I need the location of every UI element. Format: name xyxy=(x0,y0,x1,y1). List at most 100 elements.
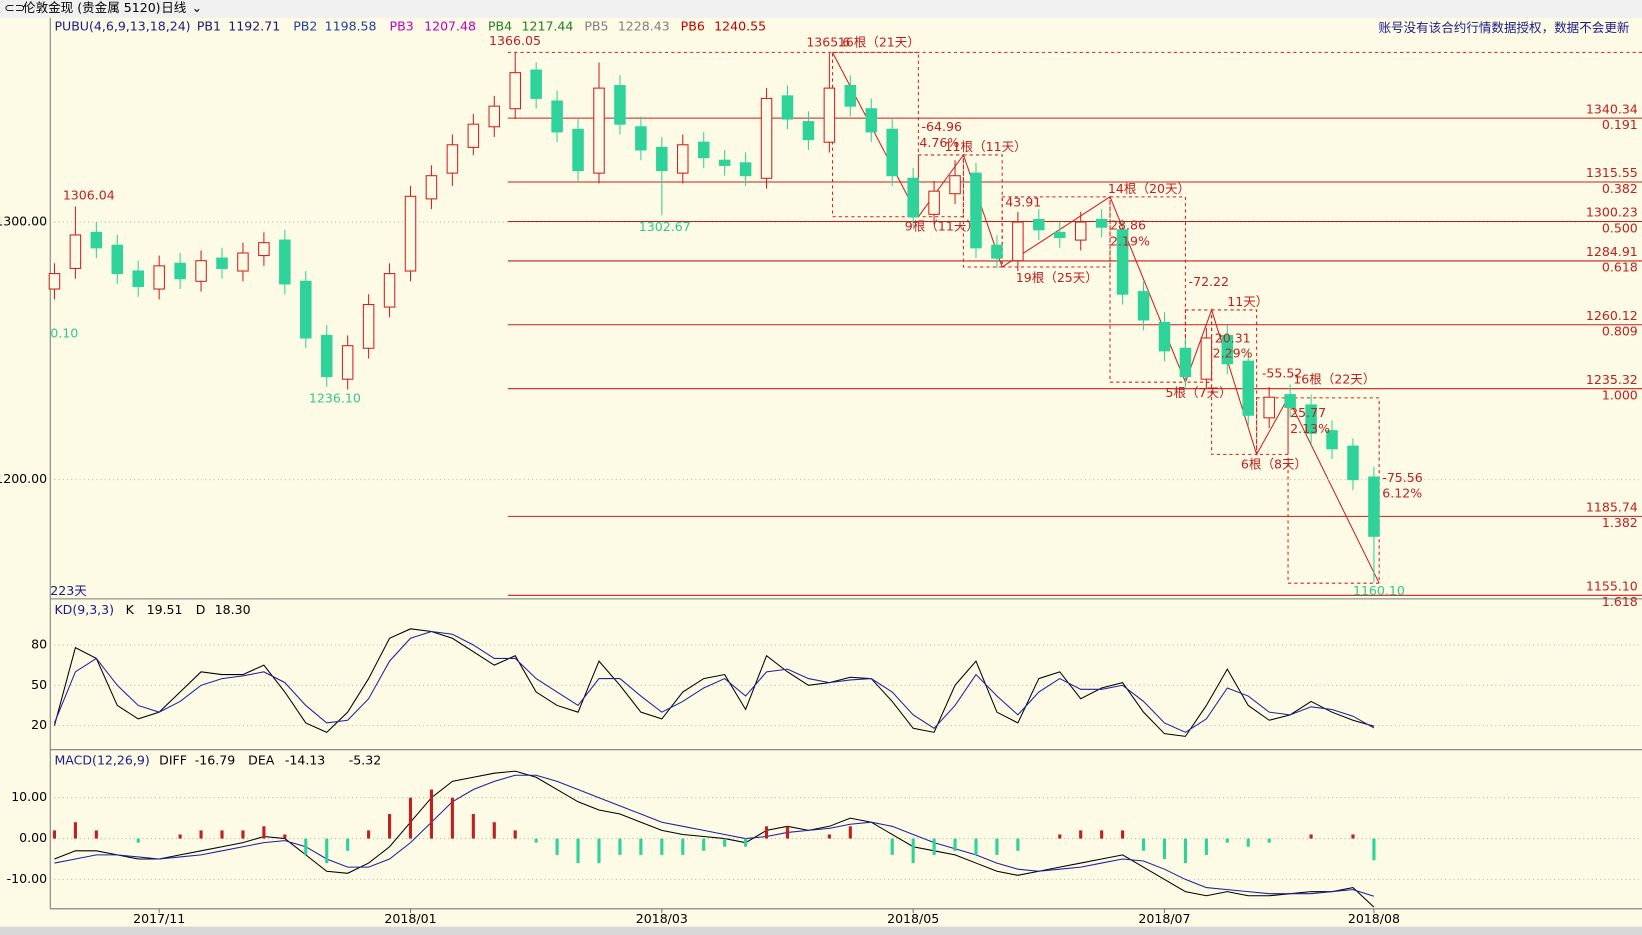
annotation: 6根（8天） xyxy=(1241,456,1307,471)
x-tick-label: 2018/07 xyxy=(1138,911,1190,926)
annotation: 16根（22天） xyxy=(1293,372,1375,387)
candle-body xyxy=(928,190,940,215)
y-tick-label: 1200.00 xyxy=(0,471,47,486)
annotation: 4.76% xyxy=(919,135,959,150)
level-ratio: 1.000 xyxy=(1602,387,1638,402)
legend-value: 1228.43 xyxy=(618,19,670,34)
candle-body xyxy=(195,260,207,282)
candle-body xyxy=(907,177,919,218)
candle-body xyxy=(216,257,228,269)
legend-name: K xyxy=(126,602,135,617)
x-tick-label: 2018/08 xyxy=(1348,911,1400,926)
annotation: 20.31 xyxy=(1215,331,1251,346)
level-ratio: 1.382 xyxy=(1602,515,1638,530)
legend-value: -5.32 xyxy=(349,753,381,768)
level-ratio: 0.809 xyxy=(1602,324,1638,339)
legend-name: DEA xyxy=(248,753,275,768)
candle-body xyxy=(383,273,396,308)
legend-name: PB6 xyxy=(681,19,705,34)
candle-body xyxy=(760,97,773,179)
candle-body xyxy=(174,262,186,280)
level-ratio: 0.191 xyxy=(1602,117,1638,132)
notice: 账号没有该合约行情数据授权，数据不会更新 xyxy=(1378,20,1629,35)
candle-body xyxy=(1263,396,1275,419)
candle-body xyxy=(886,128,898,177)
y-tick-label: 50 xyxy=(31,677,47,692)
annotation: -55.52 xyxy=(1262,365,1302,380)
legend-name: PB5 xyxy=(584,19,608,34)
legend-name: DIFF xyxy=(159,753,187,768)
annotation: 11天） xyxy=(1227,294,1268,309)
wave-box xyxy=(1001,196,1111,268)
legend-value: 1198.58 xyxy=(325,19,377,34)
level-ratio: 0.500 xyxy=(1602,220,1638,235)
level-ratio: 0.618 xyxy=(1602,260,1638,275)
candle-body xyxy=(551,100,563,133)
x-tick-label: 2018/03 xyxy=(636,911,688,926)
y-tick-label: 80 xyxy=(31,636,47,651)
instrument[interactable]: 伦敦金现 (贵金属 5120) xyxy=(23,0,161,15)
candle-body xyxy=(1242,360,1255,416)
wave-box xyxy=(1109,196,1186,383)
title-bar xyxy=(0,0,1642,18)
level-price: 1260.12 xyxy=(1586,308,1638,323)
candle-body xyxy=(970,172,982,249)
legend-value: 1217.44 xyxy=(522,19,574,34)
candle-body xyxy=(1179,347,1192,378)
annotation: -72.22 xyxy=(1189,274,1229,289)
indicator-name: MACD(12,26,9) xyxy=(54,753,149,768)
legend-name: PB2 xyxy=(293,19,317,34)
candle-body xyxy=(593,87,605,174)
legend-value: 1240.55 xyxy=(714,19,766,34)
candle-body xyxy=(341,345,354,380)
candle-body xyxy=(132,270,144,287)
indicator-line xyxy=(54,770,1375,908)
scrollbar[interactable] xyxy=(0,926,1642,935)
annotation: 1365.6 xyxy=(806,34,850,49)
candle-body xyxy=(446,144,459,174)
y-tick-label: 0.00 xyxy=(19,830,47,845)
period[interactable]: 日线 xyxy=(161,0,187,15)
extreme-label: 1236.10 xyxy=(309,391,361,406)
level-price: 1155.10 xyxy=(1586,578,1638,593)
panel-frames xyxy=(0,17,1642,935)
annotation: -75.56 xyxy=(1382,470,1422,485)
level-price: 1185.74 xyxy=(1586,499,1638,514)
candle-body xyxy=(572,128,584,172)
candle-body xyxy=(530,69,542,99)
legend-name: D xyxy=(196,602,206,617)
candle-body xyxy=(320,334,333,378)
candle-body xyxy=(488,105,501,128)
indicator-line xyxy=(54,774,1375,897)
legend-name: PB1 xyxy=(197,19,221,34)
legend-value: -16.79 xyxy=(195,753,235,768)
candle-body xyxy=(1326,430,1338,450)
candle-body xyxy=(823,87,836,143)
annotation: 11根（11天） xyxy=(945,139,1027,154)
legend-name: PB3 xyxy=(390,19,414,34)
legend-value: 19.51 xyxy=(147,602,183,617)
extreme-label: 1366.05 xyxy=(489,33,541,48)
candle-body xyxy=(635,126,647,151)
x-tick-label: 2018/01 xyxy=(384,911,436,926)
level-price: 1340.34 xyxy=(1586,101,1638,116)
legend-value: 1207.48 xyxy=(424,19,476,34)
level-ratio: 1.618 xyxy=(1602,594,1638,609)
candle-body xyxy=(1074,221,1087,241)
extreme-label: 1302.67 xyxy=(639,219,691,234)
y-tick-label: -10.00 xyxy=(7,871,47,886)
candle-body xyxy=(69,234,82,269)
wave-box xyxy=(1184,309,1213,383)
indicator-name: PUBU(4,6,9,13,18,24) xyxy=(54,19,190,34)
period-dropdown[interactable]: ⌄ xyxy=(192,0,203,15)
level-ratio: 0.382 xyxy=(1602,181,1638,196)
annotation: 14根（20天） xyxy=(1108,181,1190,196)
candle-body xyxy=(1137,291,1150,321)
indicator-name: KD(9,3,3) xyxy=(54,602,114,617)
x-tick-label: 2018/05 xyxy=(887,911,939,926)
annotation: 2.13% xyxy=(1290,421,1330,436)
candle-body xyxy=(1200,337,1213,380)
